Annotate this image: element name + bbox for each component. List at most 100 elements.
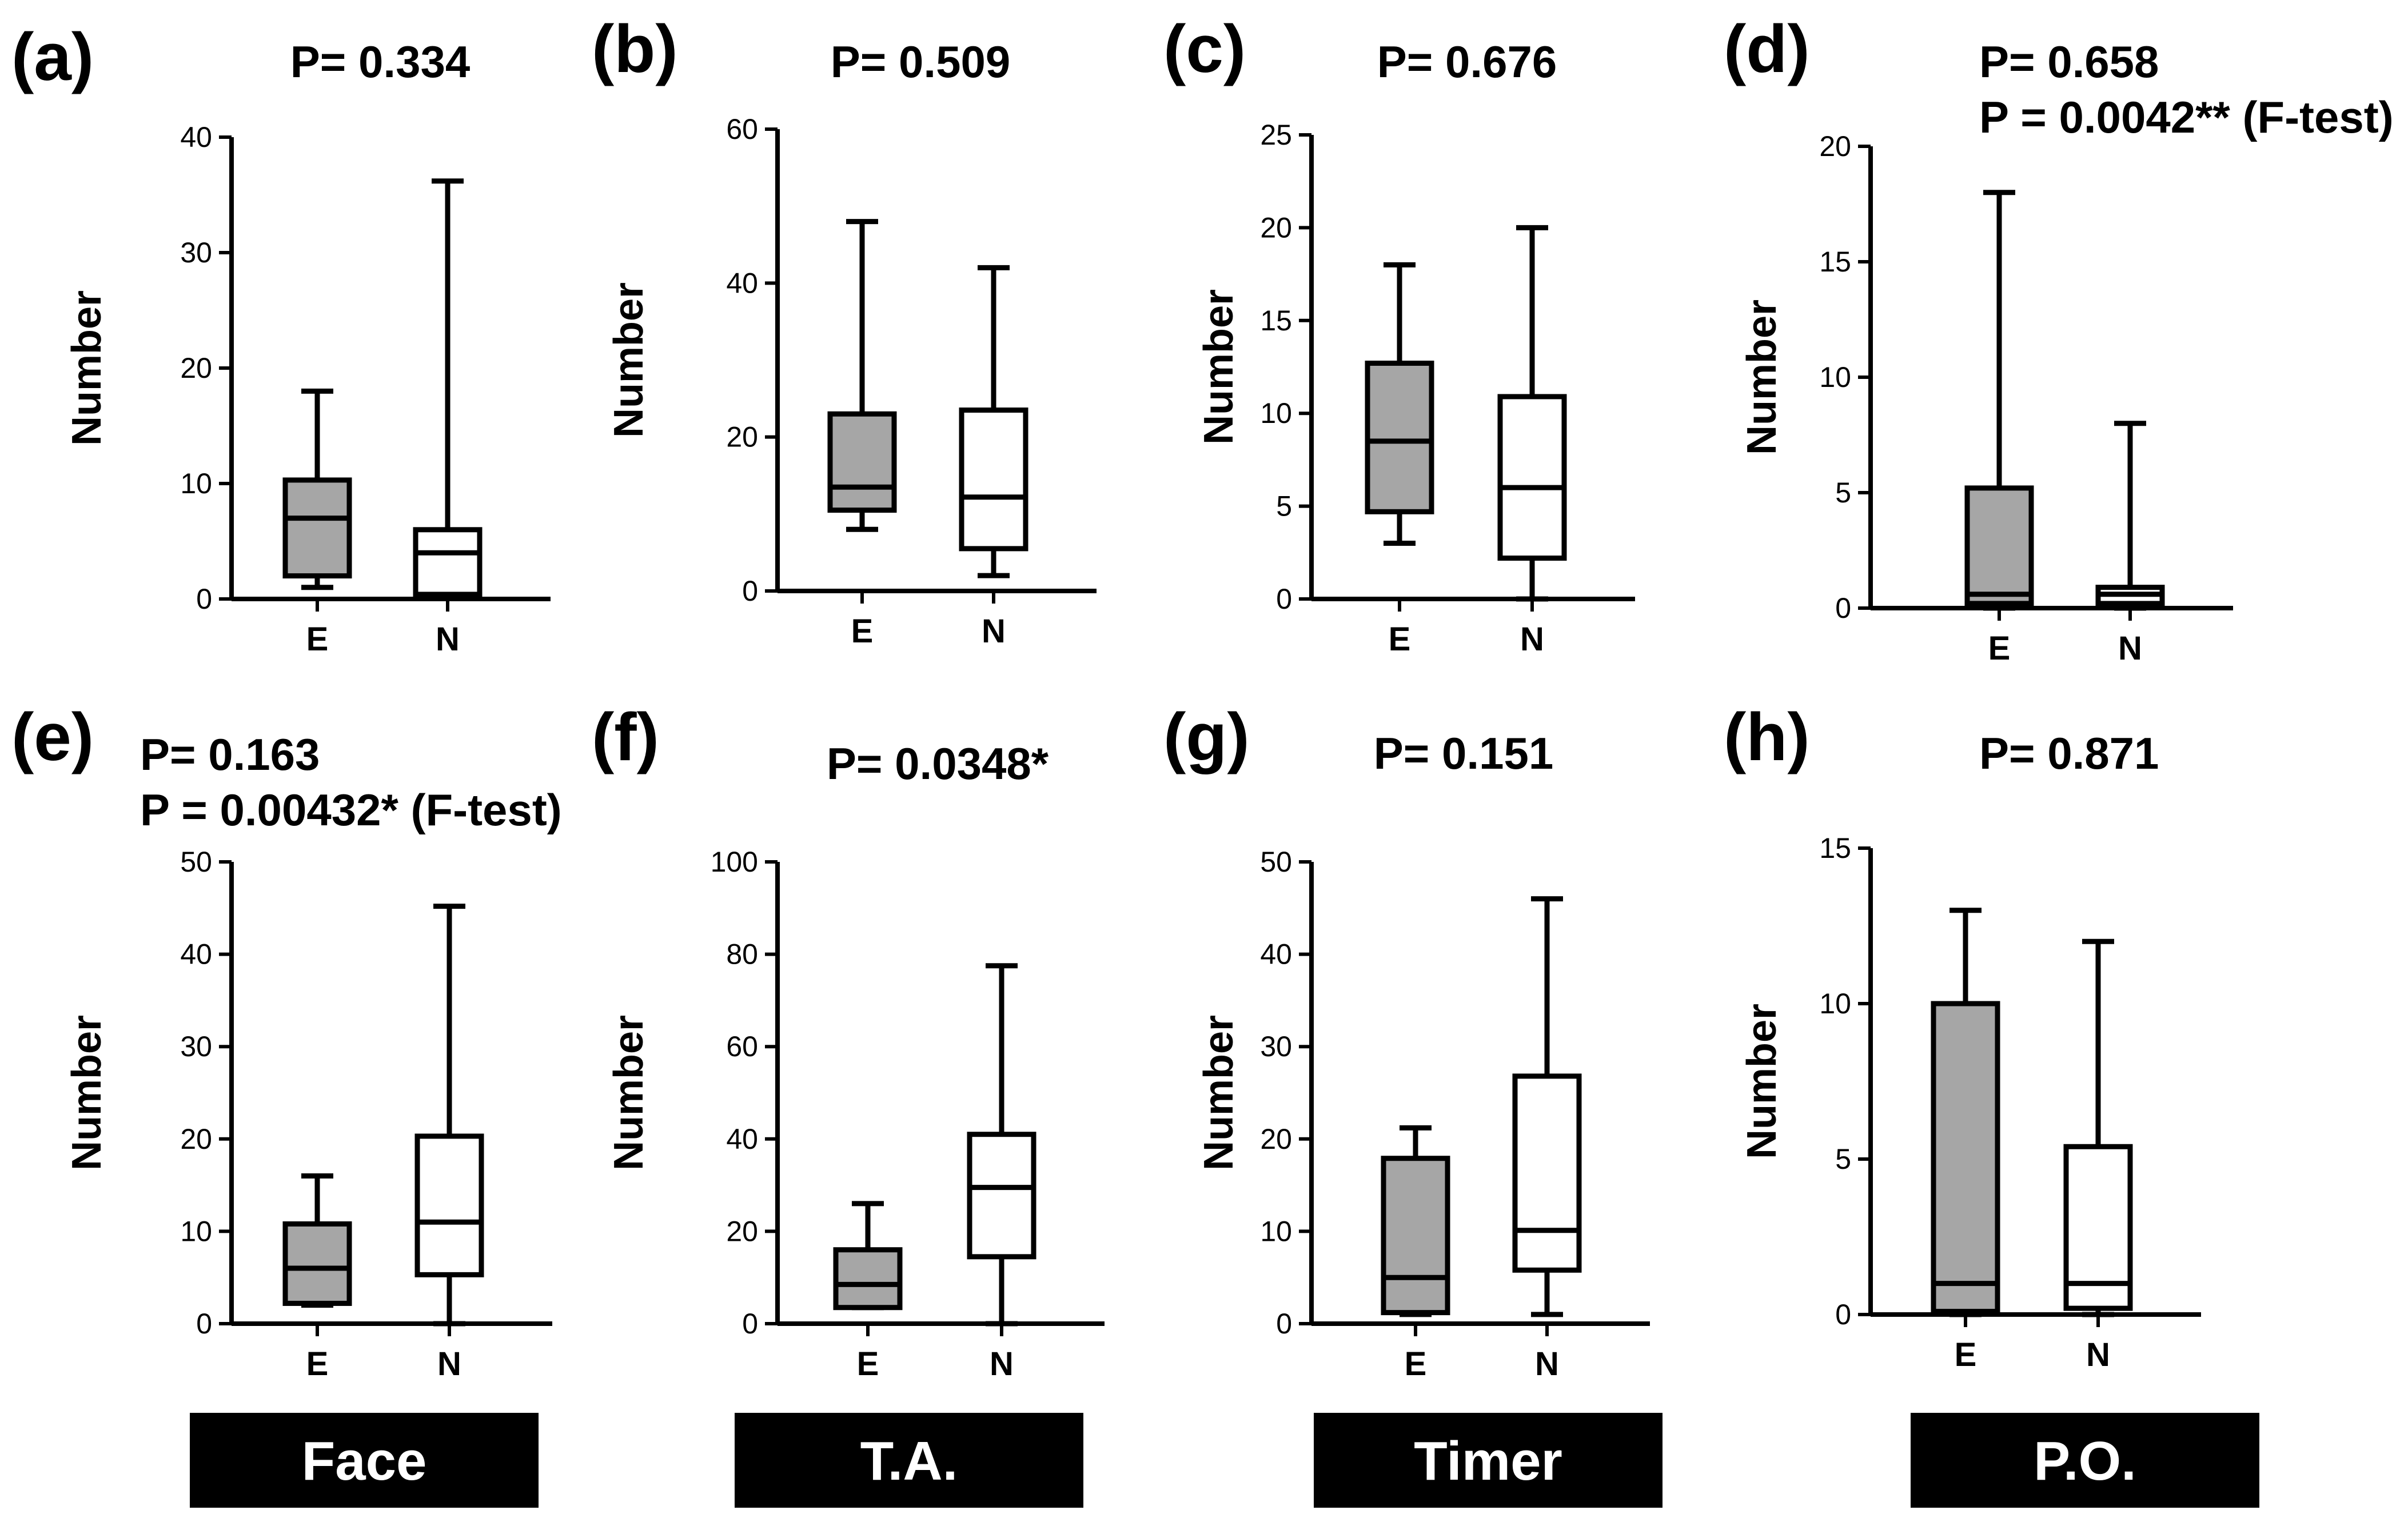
- x-tick-label: E: [306, 1345, 329, 1383]
- y-axis-title: Number: [1196, 289, 1242, 445]
- y-tick-label: 40: [180, 938, 212, 970]
- x-tick-label: N: [1535, 1345, 1559, 1383]
- iqr-box: [1497, 394, 1567, 561]
- footer-label-timer: Timer: [1314, 1413, 1663, 1508]
- box-N: [959, 265, 1028, 578]
- y-tick-label: 0: [1276, 1308, 1292, 1340]
- box-N: [414, 904, 484, 1327]
- p-value-text: P= 0.871: [1979, 728, 2159, 778]
- p-value-text: P= 0.658: [1979, 37, 2159, 87]
- x-tick-label: N: [437, 1345, 461, 1383]
- box-N: [2063, 938, 2133, 1317]
- x-tick-label: E: [851, 613, 874, 650]
- box-E: [827, 219, 897, 532]
- box-E: [1931, 908, 2000, 1317]
- iqr-box: [1964, 485, 2034, 606]
- y-tick-label: 40: [1260, 938, 1292, 970]
- x-tick-label: N: [2086, 1336, 2110, 1373]
- p-value-text: P= 0.163: [140, 729, 320, 780]
- panel-b: (b) P= 0.509 0 20 40 60 Number E N: [592, 11, 1097, 650]
- panel-label: (e): [11, 700, 94, 775]
- y-tick-label: 10: [1260, 1215, 1292, 1247]
- panel-f: (f) P= 0.0348* 0 20 40 60 80 100 Number E N: [592, 700, 1105, 1383]
- p-value-text: P= 0.509: [831, 37, 1010, 87]
- y-tick-label: 20: [180, 1123, 212, 1155]
- y-tick-label: 20: [1260, 211, 1292, 243]
- y-tick-label: 20: [726, 421, 758, 453]
- x-tick-label: N: [982, 613, 1006, 650]
- y-tick-label: 20: [1819, 130, 1851, 162]
- y-tick-label: 0: [1276, 583, 1292, 615]
- p-value-text: P= 0.0348*: [827, 738, 1049, 789]
- y-tick-label: 0: [196, 1308, 212, 1340]
- panel-label: (a): [11, 19, 94, 95]
- footer-label-text: P.O.: [2034, 1431, 2136, 1492]
- y-tick-label: 15: [1260, 305, 1292, 337]
- panel-label: (d): [1724, 11, 1810, 87]
- iqr-box: [967, 1132, 1036, 1260]
- panel-a: (a) P= 0.334 0 10 20 30 40 Number E N: [11, 19, 551, 658]
- y-tick-label: 50: [180, 846, 212, 878]
- y-tick-label: 0: [1835, 1299, 1851, 1331]
- p-value-text: P= 0.151: [1374, 728, 1553, 778]
- panel-label: (c): [1163, 11, 1246, 87]
- panel-label: (b): [592, 11, 678, 87]
- iqr-box: [1381, 1156, 1450, 1316]
- y-tick-label: 0: [1835, 592, 1851, 624]
- iqr-box: [833, 1247, 903, 1311]
- box-E: [1365, 262, 1434, 546]
- footer-label-background: [1314, 1413, 1663, 1508]
- y-tick-label: 15: [1819, 246, 1851, 278]
- x-tick-label: N: [1520, 621, 1544, 658]
- y-tick-label: 0: [742, 1308, 758, 1340]
- footer-label-face: Face: [190, 1413, 539, 1508]
- panel-c: (c) P= 0.676 0 5 10 15 20 25 Number E N: [1163, 11, 1635, 658]
- box-E: [282, 388, 352, 590]
- box-N: [2095, 421, 2165, 611]
- y-tick-label: 0: [196, 583, 212, 615]
- box-E: [833, 1201, 903, 1311]
- panel-h: (h) P= 0.871 0 5 10 15 Number E N: [1724, 700, 2201, 1373]
- x-tick-label: E: [1405, 1345, 1427, 1383]
- y-axis-title: Number: [64, 290, 110, 446]
- y-tick-label: 5: [1835, 477, 1851, 509]
- x-tick-label: E: [857, 1345, 879, 1383]
- x-tick-label: E: [306, 621, 329, 658]
- y-tick-label: 5: [1835, 1143, 1851, 1175]
- footer-label-background: [190, 1413, 539, 1508]
- panel-g: (g) P= 0.151 0 10 20 30 40 50 Number E N: [1163, 700, 1650, 1383]
- iqr-box: [414, 1133, 484, 1277]
- y-axis-title: Number: [64, 1015, 110, 1171]
- y-tick-label: 5: [1276, 490, 1292, 522]
- footer-label-text: T.A.: [860, 1431, 958, 1492]
- p-value-text: P= 0.334: [290, 37, 470, 87]
- p-value-text: P = 0.00432* (F-test): [140, 785, 562, 835]
- iqr-box: [1512, 1073, 1582, 1273]
- box-N: [967, 963, 1036, 1327]
- y-tick-label: 10: [1260, 397, 1292, 429]
- iqr-box: [1931, 1001, 2000, 1315]
- y-tick-label: 60: [726, 113, 758, 145]
- iqr-box: [1365, 361, 1434, 514]
- box-N: [1512, 896, 1582, 1317]
- box-E: [282, 1173, 352, 1308]
- y-axis-title: Number: [1739, 299, 1785, 455]
- x-tick-label: N: [436, 621, 460, 658]
- y-tick-label: 100: [711, 846, 758, 878]
- footer-label-text: Face: [302, 1431, 427, 1492]
- y-tick-label: 20: [726, 1215, 758, 1247]
- y-tick-label: 40: [180, 121, 212, 153]
- panel-label: (f): [592, 700, 659, 775]
- y-axis-title: Number: [606, 282, 652, 438]
- x-tick-label: N: [2118, 630, 2142, 667]
- y-tick-label: 60: [726, 1030, 758, 1062]
- y-tick-label: 10: [1819, 361, 1851, 393]
- y-tick-label: 40: [726, 1123, 758, 1155]
- y-tick-label: 15: [1819, 832, 1851, 864]
- footer-label-po: P.O.: [1911, 1413, 2259, 1508]
- panel-label: (h): [1724, 700, 1810, 775]
- box-E: [1964, 190, 2034, 611]
- x-tick-label: E: [1955, 1336, 1977, 1373]
